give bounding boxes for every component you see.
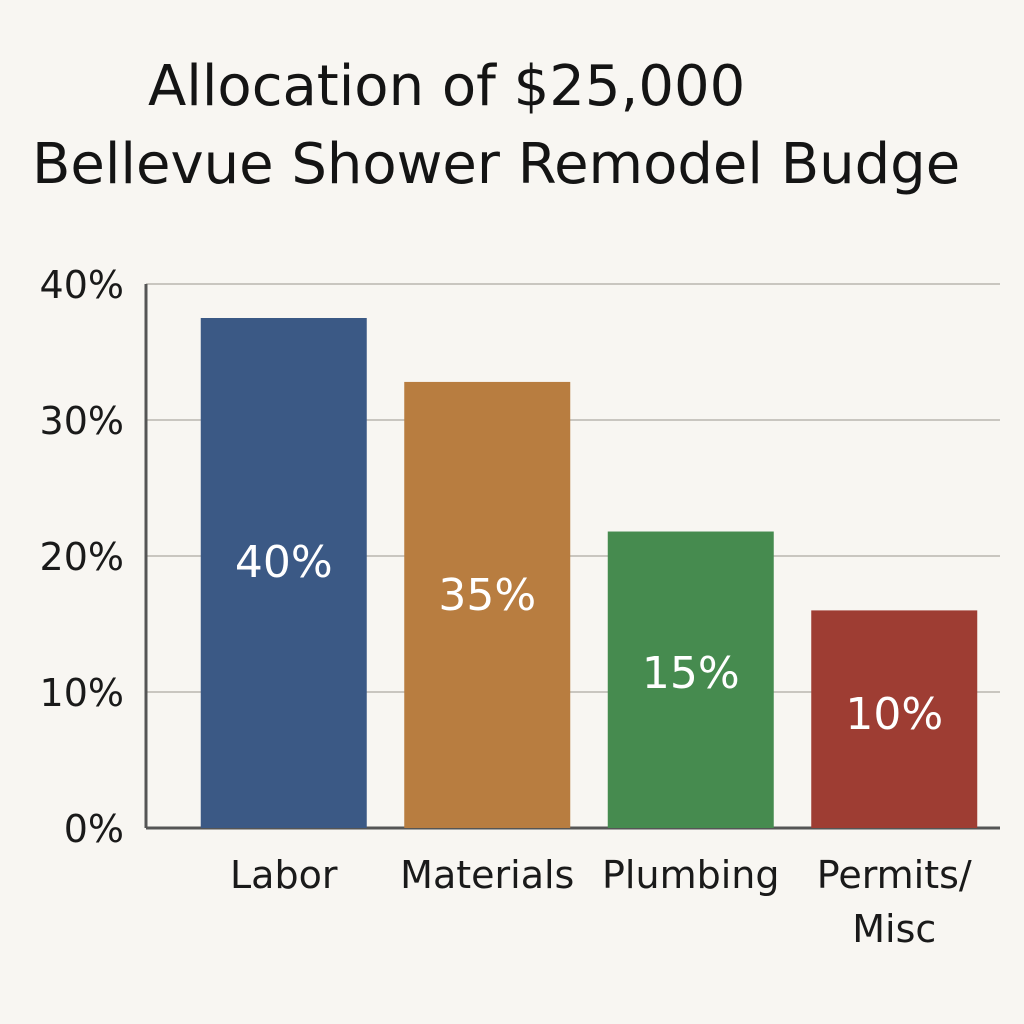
x-tick-labels: Labor Materials Plumbing Permits/Misc — [230, 853, 972, 951]
x-tick-label: Permits/Misc — [817, 853, 972, 951]
bar-value-label: 35% — [438, 570, 536, 621]
y-tick-label: 40% — [40, 263, 124, 307]
chart-subtitle: Bellevue Shower Remodel Budge — [32, 132, 961, 197]
bar-value-label: 10% — [845, 689, 943, 740]
bars — [200, 318, 978, 828]
x-tick-label-line: Labor — [230, 853, 338, 897]
x-tick-label: Labor — [230, 853, 338, 897]
bar — [200, 318, 367, 828]
x-tick-label-line: Permits/ — [817, 853, 972, 897]
x-tick-label: Materials — [400, 853, 574, 897]
bar — [404, 381, 571, 828]
x-tick-label: Plumbing — [602, 853, 779, 897]
x-tick-label-line: Plumbing — [602, 853, 779, 897]
bar-value-labels: 40% 35% 15% 10% — [235, 537, 943, 740]
y-tick-labels: 0% 10% 20% 30% 40% — [40, 263, 124, 851]
bar-value-label: 15% — [642, 648, 740, 699]
bar — [607, 531, 774, 828]
y-tick-label: 20% — [40, 535, 124, 579]
bar-value-label: 40% — [235, 537, 333, 588]
x-tick-label-line: Materials — [400, 853, 574, 897]
chart-title: Allocation of $25,000 — [148, 54, 746, 119]
bar — [811, 610, 978, 828]
y-tick-label: 30% — [40, 399, 124, 443]
chart-title-block: Allocation of $25,000 Bellevue Shower Re… — [0, 48, 1024, 204]
y-tick-label: 10% — [40, 671, 124, 715]
y-tick-label: 0% — [64, 807, 124, 851]
x-tick-label-line: Misc — [852, 907, 936, 951]
